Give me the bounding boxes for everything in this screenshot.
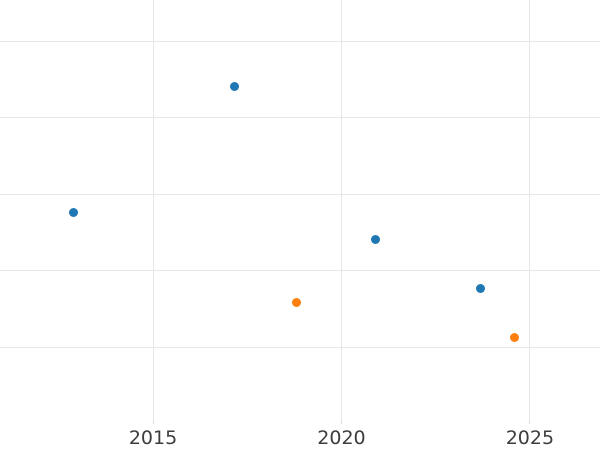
x-axis-tick — [152, 420, 154, 424]
gridline-horizontal — [0, 40, 600, 42]
scatter-point — [370, 234, 380, 244]
scatter-point — [291, 298, 301, 308]
x-axis-tick-label: 2015 — [128, 427, 178, 449]
gridline-vertical — [340, 0, 342, 423]
x-axis-tick — [340, 420, 342, 424]
gridline-vertical — [529, 0, 531, 423]
gridline-horizontal — [0, 193, 600, 195]
gridline-vertical — [152, 0, 154, 423]
gridline-horizontal — [0, 346, 600, 348]
gridline-horizontal — [0, 117, 600, 118]
x-axis-tick-label: 2020 — [317, 427, 366, 449]
scatter-point — [229, 81, 239, 91]
plot-area — [0, 0, 600, 423]
x-axis-tick-label: 2025 — [505, 427, 555, 449]
gridline-horizontal — [0, 270, 600, 271]
scatter-point — [510, 333, 520, 343]
scatter-point — [69, 207, 79, 217]
x-axis-tick — [529, 420, 531, 424]
scatter-point — [476, 284, 486, 294]
